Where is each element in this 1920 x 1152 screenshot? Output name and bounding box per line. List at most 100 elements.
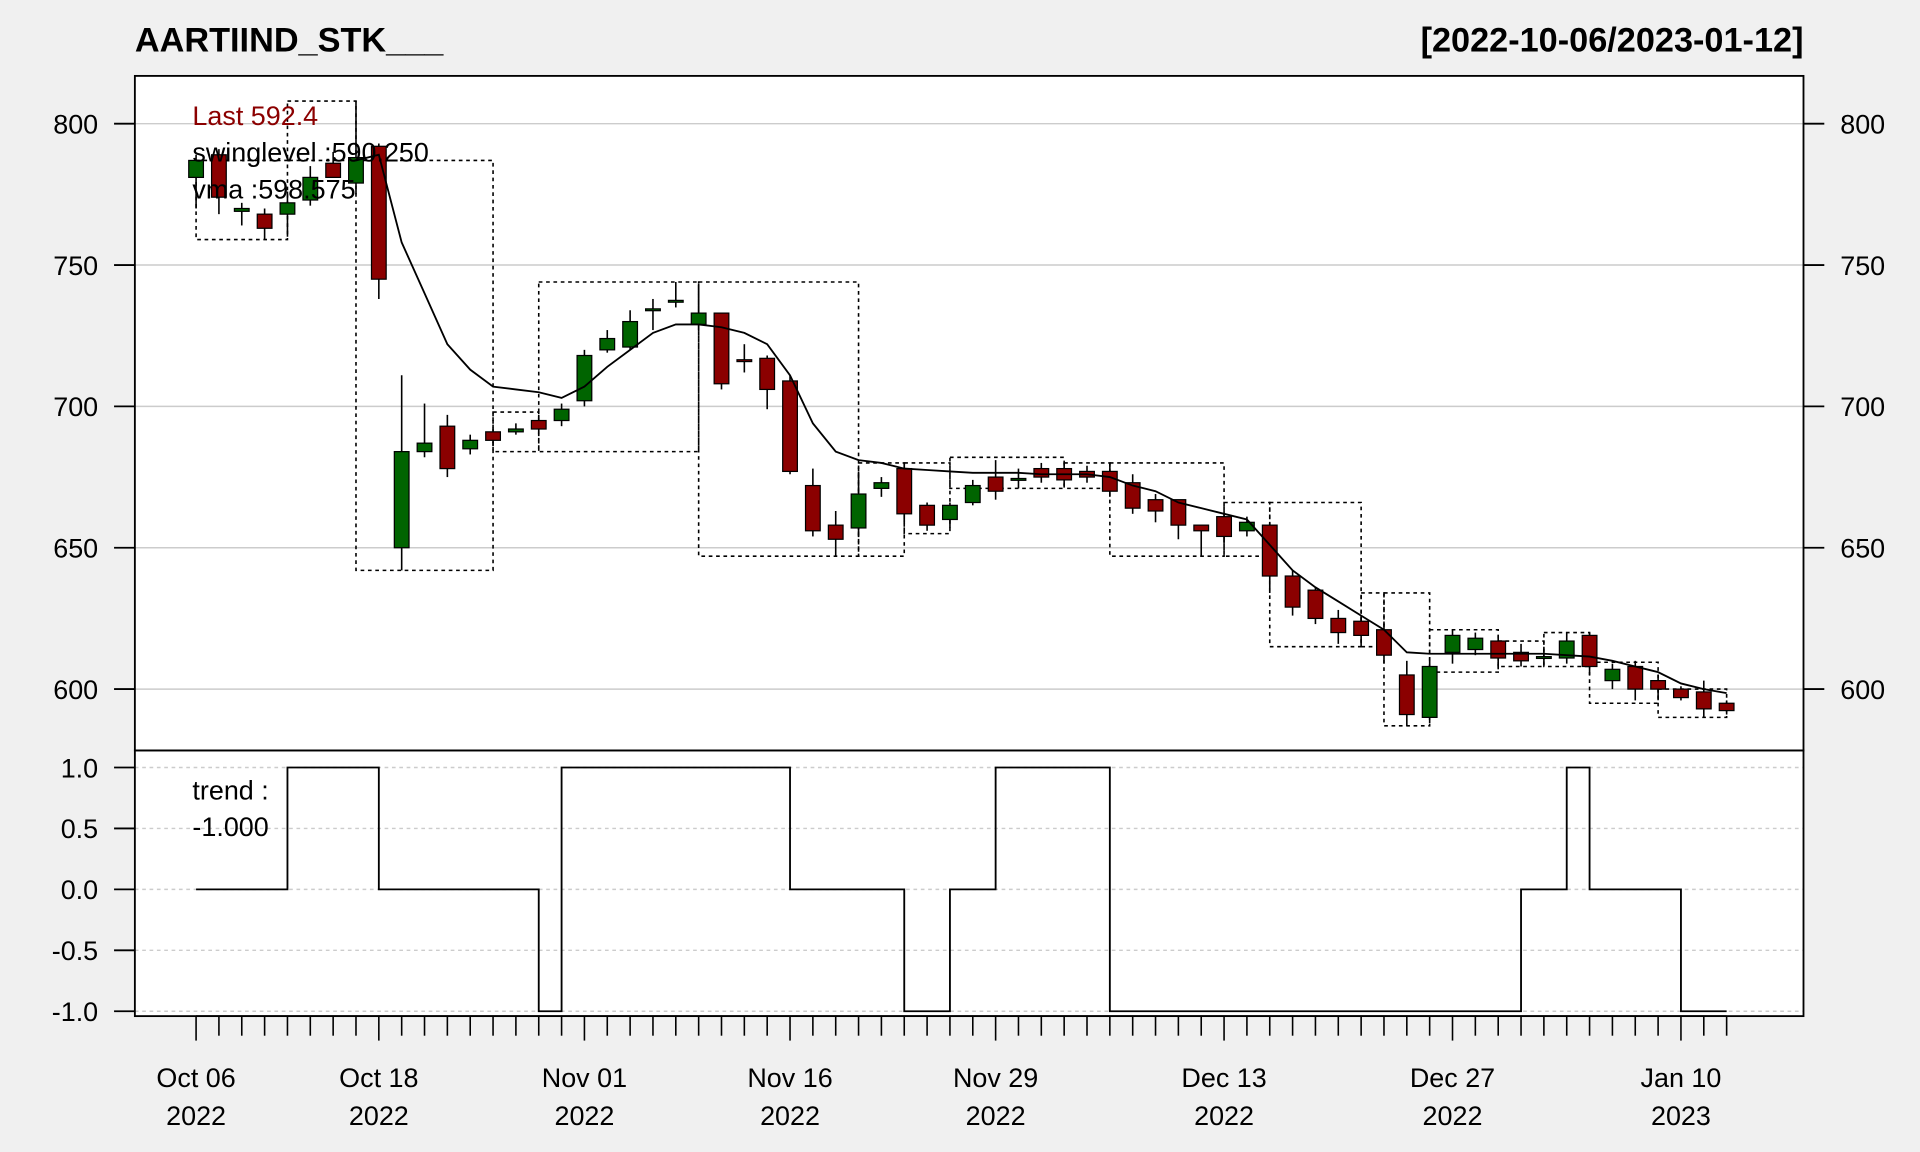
candle-body [736, 359, 753, 363]
x-tick-label: Nov 16 2022 [747, 1063, 832, 1131]
y-tick-label: 800 [1840, 109, 1885, 139]
swing-box [949, 456, 1065, 490]
candle-body [804, 484, 821, 532]
candle-body [622, 320, 639, 348]
candle-body [1398, 674, 1415, 716]
y-tick-label: 650 [1840, 534, 1885, 564]
trend-value: -1.000 [192, 812, 268, 842]
x-tick-label-line: Jan 10 [1641, 1063, 1722, 1093]
x-tick-label-line: 2022 [1194, 1101, 1254, 1131]
candle-body [393, 451, 410, 549]
y-tick-label: 750 [1840, 251, 1885, 281]
trend-line [196, 766, 1727, 1013]
x-tick-label-line: Nov 29 [953, 1063, 1038, 1093]
plot-layer: 600 600 650 650 700 700 750 750 800 800 1.0 0.5 0.0 -… [52, 100, 1885, 1027]
candle-body [1444, 634, 1461, 653]
candle-body [782, 380, 798, 473]
candle-body [964, 484, 981, 504]
candle-body [485, 431, 502, 441]
candle-body [1421, 665, 1438, 718]
candle-body [553, 408, 570, 422]
candle-body [1650, 680, 1667, 690]
x-tick-label-line: Oct 18 [339, 1063, 418, 1093]
y-tick-label: -1.0 [52, 997, 98, 1027]
y-tick-label: 1.0 [61, 753, 98, 783]
x-tick-label: Oct 06 2022 [156, 1063, 235, 1131]
candle-body [827, 524, 844, 540]
candle-body [1513, 651, 1529, 662]
swing-box [903, 462, 951, 535]
candle-body [302, 176, 319, 201]
candle-body [1718, 702, 1735, 712]
swing-box [537, 281, 700, 453]
y-tick-label: 750 [53, 251, 98, 281]
candle-body [759, 357, 776, 391]
candle-body [1193, 524, 1210, 532]
trend-label: trend : [192, 775, 268, 805]
x-tick-label-line: Dec 13 [1181, 1063, 1266, 1093]
candle-body [645, 308, 661, 312]
candle-body [690, 312, 707, 326]
candle-body [1695, 691, 1712, 710]
x-tick-label: Dec 27 2022 [1410, 1063, 1495, 1131]
x-tick-label: Nov 29 2022 [953, 1063, 1038, 1131]
x-tick-label-line: Nov 01 [542, 1063, 627, 1093]
x-tick-label-line: 2022 [554, 1101, 614, 1131]
date-range: [2022-10-06/2023-01-12] [1421, 21, 1804, 59]
x-tick-label-line: 2023 [1651, 1101, 1711, 1131]
vma-line [355, 153, 1727, 695]
candle-body [896, 467, 913, 515]
y-tick-label: 650 [53, 534, 98, 564]
candle-body [1627, 665, 1644, 690]
annotation: Last 592.4 [192, 101, 318, 131]
candle-body [1216, 516, 1233, 538]
candle-body [1330, 617, 1347, 634]
y-tick-label: -0.5 [52, 936, 98, 966]
swing-box [697, 281, 860, 558]
swing-box [492, 411, 540, 453]
candle-body [1101, 470, 1118, 492]
candle-body [667, 299, 684, 303]
candle-body [279, 202, 296, 215]
candle-body [919, 504, 936, 526]
candle-body [1467, 637, 1484, 651]
candle-body [462, 439, 479, 450]
candle-body [439, 425, 456, 470]
y-tick-label: 700 [1840, 392, 1885, 422]
price-panel [134, 75, 1804, 751]
candle-body [1558, 640, 1575, 659]
x-tick-label-line: 2022 [166, 1101, 226, 1131]
candle-body [941, 504, 958, 521]
x-tick-label: Jan 10 2023 [1641, 1063, 1722, 1131]
candle-body [1033, 467, 1050, 478]
candle-body [1604, 668, 1621, 682]
candle-body [233, 207, 250, 212]
candle-body [370, 145, 387, 280]
trend-panel [134, 750, 1804, 1017]
y-tick-label: 600 [1840, 675, 1885, 705]
candle-body [1672, 688, 1689, 699]
y-tick-label: 0.0 [61, 875, 98, 905]
swing-box [1063, 462, 1111, 490]
candle-body [1124, 482, 1141, 509]
x-tick-label-line: 2022 [760, 1101, 820, 1131]
y-tick-label: 0.5 [61, 814, 98, 844]
candle-body [1490, 640, 1507, 659]
x-tick-label-line: 2022 [966, 1101, 1026, 1131]
candle-body [256, 213, 273, 229]
swing-box [1497, 640, 1545, 668]
x-tick-label-line: 2022 [349, 1101, 409, 1131]
candle-body [188, 159, 205, 179]
x-tick-label-line: Oct 06 [156, 1063, 235, 1093]
candle-body [530, 419, 547, 430]
x-tick-label-line: Nov 16 [747, 1063, 832, 1093]
x-tick-label: Oct 18 2022 [339, 1063, 418, 1131]
candle-body [1535, 655, 1552, 660]
y-tick-label: 600 [53, 675, 98, 705]
y-tick-label: 700 [53, 392, 98, 422]
candle-body [850, 493, 867, 529]
candle-body [987, 476, 1004, 492]
candle-body [1147, 499, 1164, 512]
x-tick-label: Nov 01 2022 [542, 1063, 627, 1131]
